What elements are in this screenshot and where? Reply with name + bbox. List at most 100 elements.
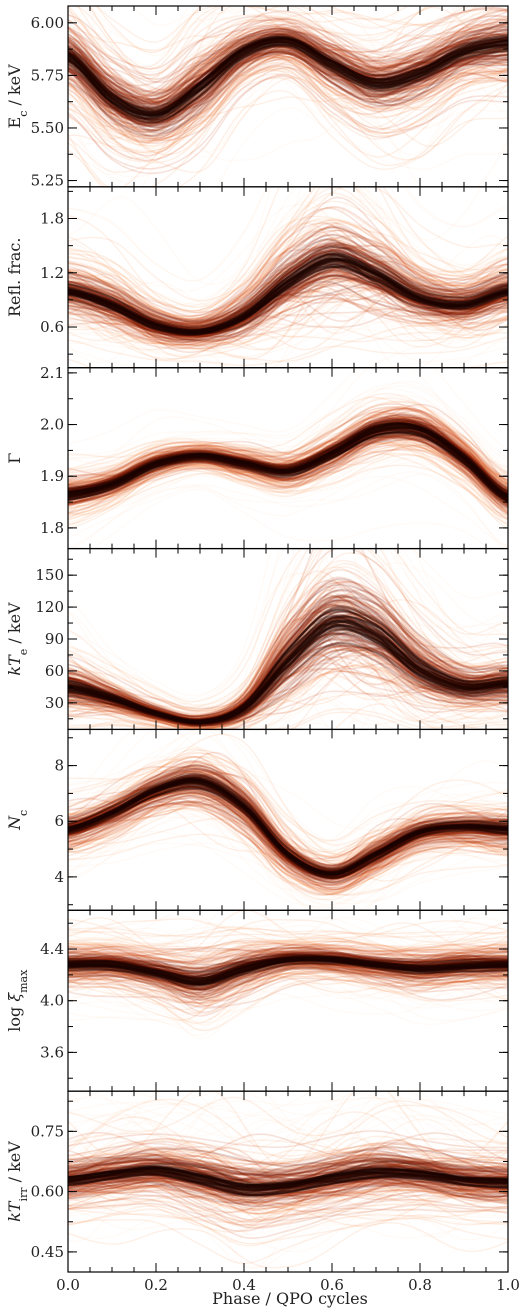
mcmc-trace-135: [68, 944, 508, 965]
mcmc-trace-31: [244, 635, 443, 730]
mcmc-trace-178: [68, 251, 508, 330]
mcmc-trace-198: [68, 1165, 508, 1197]
mcmc-trace-3: [68, 1115, 508, 1197]
mcmc-trace-98: [68, 432, 508, 507]
mcmc-trace-193: [68, 791, 508, 884]
mcmc-trace-239: [68, 605, 508, 721]
mcmc-trace-102: [68, 1168, 508, 1194]
mcmc-trace-108: [68, 947, 508, 963]
mcmc-trace-125: [68, 242, 508, 334]
mcmc-trace-194: [68, 1160, 508, 1185]
mcmc-trace-123: [68, 952, 508, 972]
mcmc-trace-46: [68, 30, 508, 103]
y-tick-label: 4.4: [40, 940, 64, 958]
mcmc-trace-155: [68, 7, 508, 84]
mcmc-trace-26: [68, 229, 508, 325]
mcmc-trace-73: [68, 938, 508, 949]
y-tick-label: 5.25: [31, 172, 64, 190]
mcmc-trace-228: [68, 37, 508, 110]
mcmc-trace-74: [68, 1217, 508, 1265]
mcmc-trace-82: [68, 9, 508, 127]
mcmc-trace-152: [68, 58, 508, 140]
mcmc-trace-63: [68, 436, 508, 512]
mcmc-trace-82: [68, 1091, 508, 1168]
mcmc-trace-17: [68, 937, 508, 964]
mcmc-trace-208: [68, 784, 508, 878]
mcmc-trace-113: [68, 287, 508, 327]
mcmc-trace-64: [68, 940, 508, 970]
mcmc-trace-96: [68, 1111, 508, 1176]
mcmc-trace-172: [68, 48, 508, 137]
panel-2: 0.6 1.2 1.8 Refl. frac.: [5, 186, 509, 369]
mcmc-trace-54: [68, 9, 508, 113]
mcmc-trace-19: [68, 664, 480, 730]
mcmc-trace-10: [68, 28, 508, 150]
mcmc-trace-194: [68, 955, 508, 978]
mcmc-trace-129: [68, 50, 508, 132]
mcmc-trace-144: [68, 798, 508, 896]
mcmc-trace-79: [68, 1171, 508, 1207]
mcmc-trace-19: [68, 789, 508, 901]
mcmc-trace-76: [68, 807, 508, 893]
mcmc-trace-31: [68, 1117, 508, 1170]
mcmc-trace-208: [68, 22, 508, 97]
mcmc-trace-228: [68, 968, 508, 999]
mcmc-trace-75: [68, 1189, 508, 1210]
y-axis-label: kTe / keV: [5, 602, 30, 676]
mcmc-trace-153: [68, 801, 508, 889]
mcmc-trace-1: [68, 973, 508, 1032]
mcmc-trace-151: [68, 793, 508, 892]
mcmc-trace-29: [68, 1188, 508, 1213]
mcmc-trace-166: [68, 1202, 508, 1226]
mcmc-trace-176: [68, 431, 508, 505]
mcmc-trace-94: [68, 1174, 508, 1194]
mcmc-trace-58: [68, 1154, 508, 1172]
mcmc-trace-172: [68, 432, 508, 509]
mcmc-trace-10: [68, 983, 508, 1026]
mcmc-trace-124: [68, 961, 508, 990]
mcmc-trace-86: [68, 400, 508, 476]
mcmc-trace-188: [68, 632, 508, 726]
mcmc-trace-53: [68, 414, 508, 491]
mcmc-trace-11: [68, 6, 459, 94]
mcmc-trace-153: [68, 45, 508, 140]
mcmc-trace-155: [68, 690, 508, 730]
mcmc-trace-220: [68, 788, 508, 884]
mcmc-trace-151: [68, 431, 508, 504]
mcmc-trace-50: [68, 751, 508, 842]
mcmc-trace-9: [68, 426, 508, 524]
median-trace: [68, 1167, 508, 1190]
mcmc-trace-227: [68, 589, 508, 719]
mcmc-trace-94: [68, 43, 508, 121]
mcmc-trace-86: [68, 648, 508, 727]
mcmc-trace-84: [68, 792, 508, 879]
mcmc-trace-6: [68, 607, 508, 713]
mcmc-trace-49: [68, 590, 508, 728]
mcmc-trace-30: [68, 815, 508, 906]
mcmc-trace-101: [68, 1167, 508, 1190]
mcmc-trace-65: [68, 969, 508, 1008]
mcmc-trace-202: [68, 1170, 508, 1192]
mcmc-trace-65: [68, 252, 508, 334]
mcmc-trace-92: [68, 1186, 508, 1212]
mcmc-trace-76: [68, 559, 508, 715]
mcmc-trace-163: [68, 28, 508, 102]
mcmc-trace-203: [68, 33, 508, 107]
mcmc-trace-81: [68, 397, 508, 479]
mcmc-trace-34: [68, 409, 508, 482]
y-tick-label: 2.1: [40, 364, 64, 382]
mcmc-trace-159: [68, 1179, 508, 1204]
mcmc-trace-32: [68, 798, 508, 894]
mcmc-trace-111: [68, 34, 508, 115]
mcmc-trace-164: [68, 416, 508, 492]
y-axis-label: log ξmax: [5, 969, 30, 1032]
mcmc-trace-25: [68, 675, 508, 730]
mcmc-trace-40: [68, 950, 508, 971]
mcmc-trace-144: [68, 1185, 508, 1211]
mcmc-trace-144: [68, 272, 508, 338]
mcmc-trace-14: [68, 186, 508, 282]
mcmc-trace-181: [68, 416, 508, 501]
mcmc-trace-250: [68, 1173, 508, 1195]
mcmc-trace-117: [68, 1177, 508, 1208]
mcmc-trace-193: [68, 955, 508, 979]
